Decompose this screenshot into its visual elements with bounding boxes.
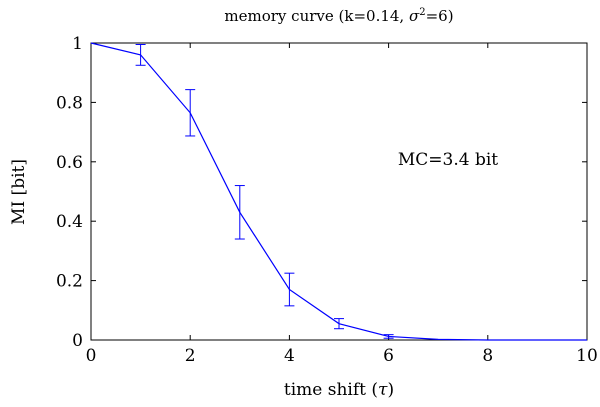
x-tick-label: 4 bbox=[284, 346, 295, 366]
chart-title: memory curve (k=0.14, σ2=6) bbox=[224, 7, 453, 25]
memory-capacity-annotation: MC=3.4 bit bbox=[398, 150, 498, 170]
x-tick-label: 8 bbox=[482, 346, 493, 366]
plot-frame bbox=[90, 42, 588, 341]
x-axis-title: time shift (τ) bbox=[284, 380, 394, 400]
x-tick-label: 6 bbox=[383, 346, 394, 366]
y-tick-label: 0.2 bbox=[56, 272, 83, 292]
x-tick-label: 0 bbox=[86, 346, 97, 366]
plot-area: 0 2 4 6 8 10 0 0.2 0.4 0.6 0.8 1 bbox=[56, 34, 598, 366]
y-tick-label: 0.6 bbox=[56, 153, 83, 173]
mutual-information-line bbox=[90, 42, 587, 341]
y-tick-label: 0 bbox=[72, 331, 83, 351]
y-tick-label: 0.4 bbox=[56, 212, 83, 232]
x-tick-label: 10 bbox=[576, 346, 598, 366]
y-tick-label: 1 bbox=[72, 34, 83, 54]
x-tick-label: 2 bbox=[185, 346, 196, 366]
y-axis-title: MI [bit] bbox=[9, 159, 29, 225]
y-tick-label: 0.8 bbox=[56, 93, 83, 113]
